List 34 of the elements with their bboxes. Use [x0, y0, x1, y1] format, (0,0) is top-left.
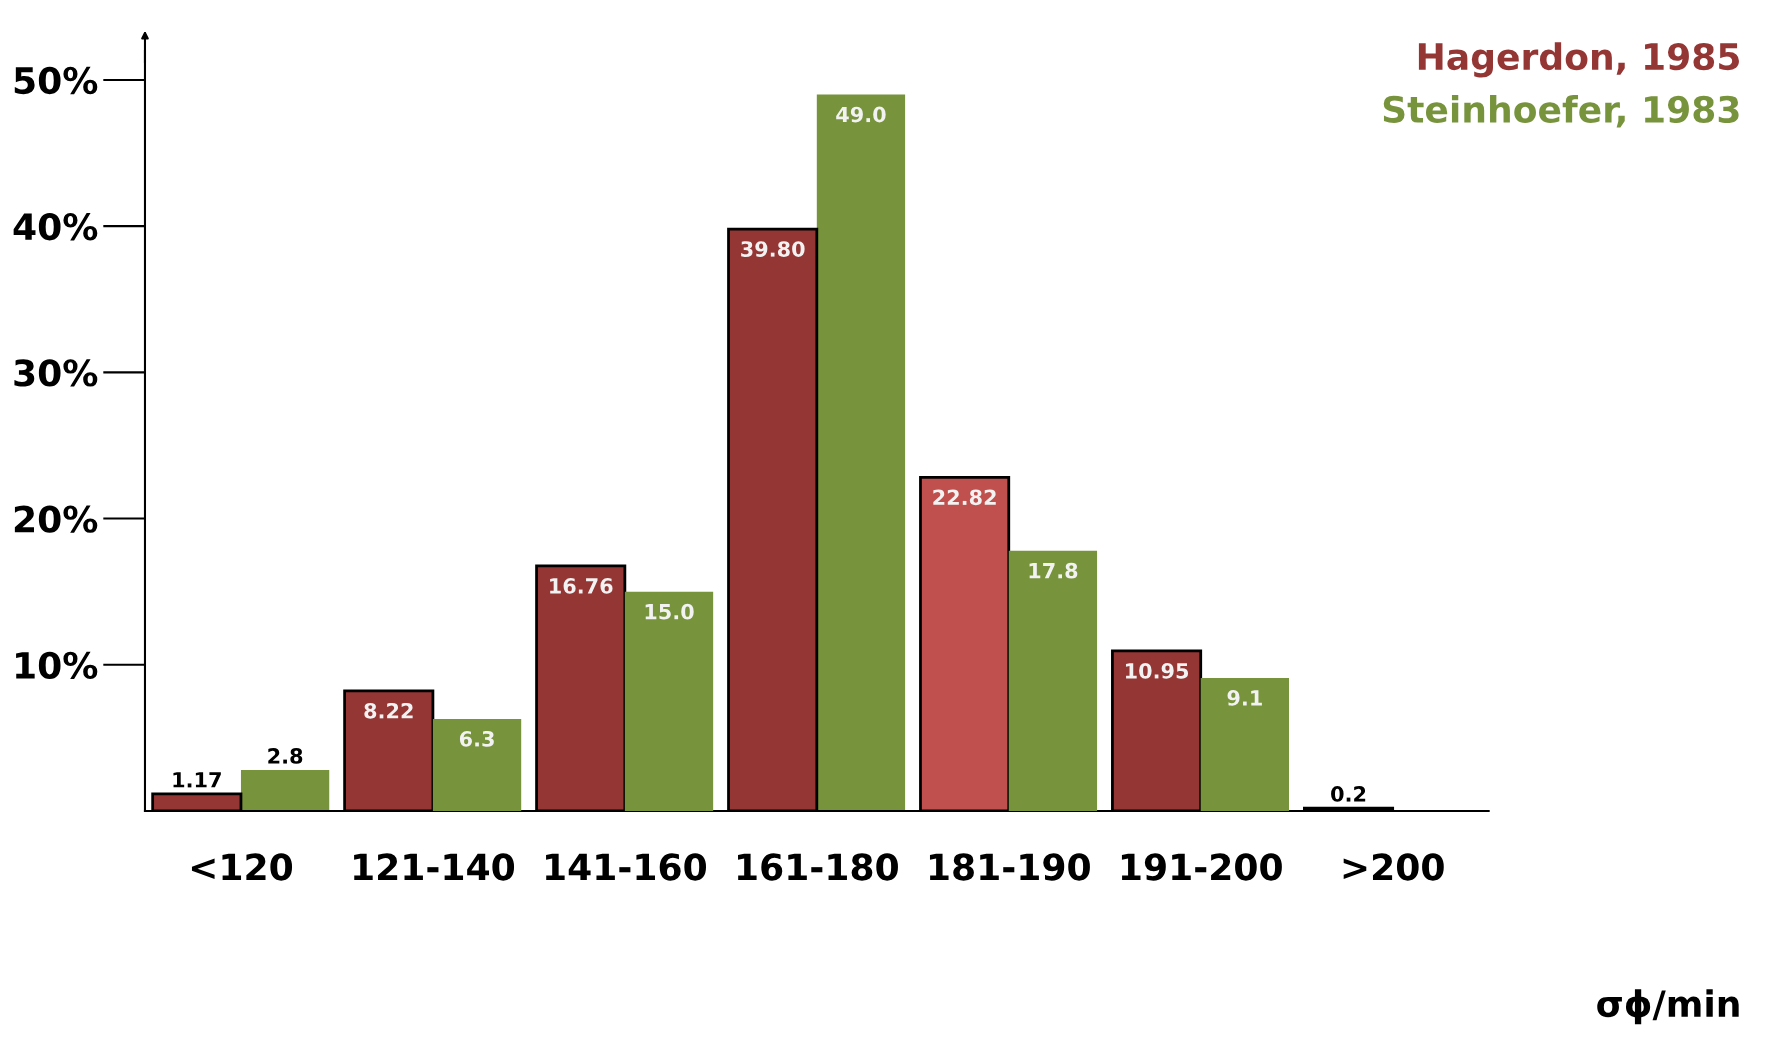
data-label: 15.0 [645, 603, 694, 620]
text: Steinhoefer, 1983 [1383, 95, 1739, 128]
data-label: 9.1 [1227, 690, 1262, 706]
bar [1008, 550, 1098, 812]
data-label: 10.95 [1125, 662, 1189, 679]
x-tick-label: 161-180 [738, 853, 898, 881]
data-label: 22.82 [933, 489, 996, 506]
data-label: 2.8 [268, 748, 303, 764]
x-axis-title: σϕ/min [1597, 989, 1739, 1025]
data-label: 16.76 [550, 578, 613, 594]
x-tick-label: 191-200 [1121, 853, 1282, 881]
data-label: 17.8 [1029, 562, 1078, 579]
x-tick-label: 121-140 [354, 853, 515, 881]
data-label: 6.3 [459, 730, 494, 747]
bar [816, 94, 906, 812]
data-label: 1.17 [173, 772, 221, 788]
data-label: 39.80 [741, 241, 805, 257]
y-tick-label: 50% [14, 66, 98, 95]
x-tick-label: >200 [1343, 853, 1444, 881]
data-label: 0.2 [1331, 786, 1366, 802]
y-tick-label: 30% [14, 359, 98, 387]
bar [240, 770, 330, 812]
x-tick-label: <120 [191, 853, 293, 881]
x-tick-label: 181-190 [929, 853, 1090, 881]
y-tick-label: 40% [13, 213, 98, 241]
bar [624, 591, 714, 812]
y-tick-label: 20% [14, 505, 98, 533]
bar [432, 718, 522, 812]
data-label: 8.22 [364, 702, 413, 719]
y-tick-label: 10% [16, 651, 98, 680]
bar [1200, 677, 1290, 812]
text: Hagerdon, 1985 [1418, 42, 1739, 78]
x-tick-label: 141-160 [546, 853, 707, 881]
data-label: 49.0 [836, 106, 886, 123]
